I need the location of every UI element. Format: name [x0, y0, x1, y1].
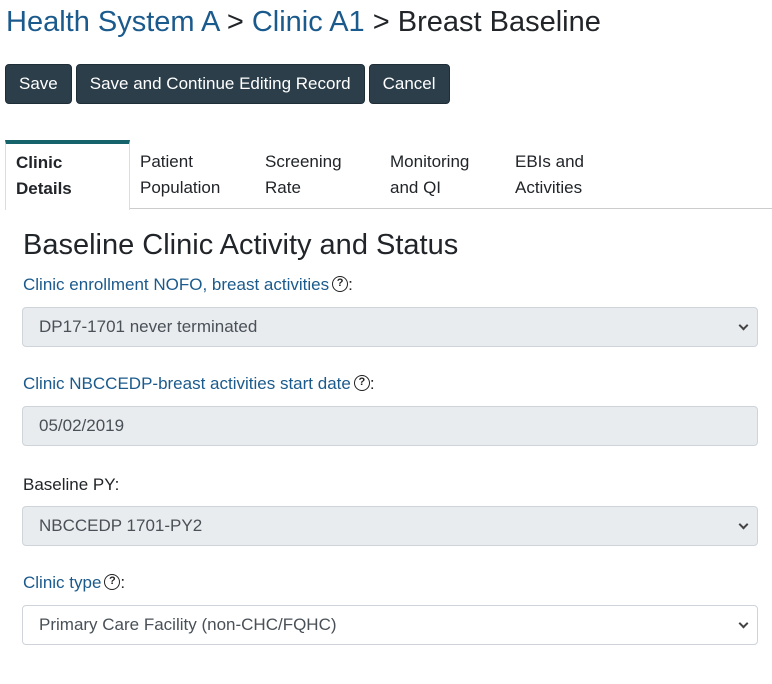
clinic-type-select[interactable]: Primary Care Facility (non-CHC/FQHC)	[22, 605, 758, 645]
tab-label: EBIs and	[515, 152, 584, 171]
toolbar: Save Save and Continue Editing Record Ca…	[5, 64, 450, 104]
cancel-button[interactable]: Cancel	[368, 64, 450, 104]
tab-label: Rate	[265, 178, 301, 197]
tab-label: Population	[140, 178, 221, 197]
tab-clinic-details[interactable]: Clinic Details	[5, 140, 130, 210]
tab-monitoring-qi[interactable]: Monitoring and QI	[380, 140, 505, 208]
page-title: Breast Baseline	[397, 6, 601, 38]
tab-label: and QI	[390, 178, 442, 197]
tab-ebis-activities[interactable]: EBIs and Activities	[505, 140, 630, 208]
save-and-continue-button[interactable]: Save and Continue Editing Record	[75, 64, 365, 104]
label-text: Clinic enrollment NOFO, breast activitie…	[23, 275, 330, 294]
save-button[interactable]: Save	[5, 64, 72, 104]
question-circle-icon[interactable]: ?	[353, 375, 370, 391]
tab-label: Details	[16, 179, 72, 198]
breadcrumb-clinic[interactable]: Clinic A1	[251, 6, 365, 38]
start-date-label: Clinic NBCCEDP-breast activities start d…	[23, 374, 375, 393]
breadcrumb-separator: >	[226, 6, 244, 38]
breadcrumb: Health System A > Clinic A1 > Breast Bas…	[6, 2, 601, 42]
select-value: DP17-1701 never terminated	[39, 317, 258, 336]
chevron-down-icon	[738, 519, 749, 529]
enrollment-nofo-label: Clinic enrollment NOFO, breast activitie…	[23, 275, 353, 294]
select-value: Primary Care Facility (non-CHC/FQHC)	[39, 615, 337, 634]
breadcrumb-separator: >	[372, 6, 390, 38]
section-title: Baseline Clinic Activity and Status	[23, 229, 459, 261]
clinic-type-label: Clinic type?:	[23, 573, 126, 592]
tab-label: Screening	[265, 152, 342, 171]
breadcrumb-health-system[interactable]: Health System A	[6, 6, 219, 38]
chevron-down-icon	[738, 618, 749, 628]
tab-patient-population[interactable]: Patient Population	[130, 140, 255, 208]
tab-label: Patient	[140, 152, 193, 171]
tab-label: Clinic	[16, 153, 63, 172]
tab-label: Monitoring	[390, 152, 470, 171]
select-value: NBCCEDP 1701-PY2	[39, 516, 203, 535]
tab-label: Activities	[515, 178, 583, 197]
baseline-py-label: Baseline PY:	[23, 475, 120, 494]
question-circle-icon[interactable]: ?	[104, 574, 121, 590]
start-date-input[interactable]: 05/02/2019	[22, 406, 758, 446]
tab-screening-rate[interactable]: Screening Rate	[255, 140, 380, 208]
chevron-down-icon	[738, 320, 749, 330]
label-text: Clinic NBCCEDP-breast activities start d…	[23, 374, 351, 393]
input-value: 05/02/2019	[39, 416, 125, 435]
label-text: Clinic type	[23, 573, 102, 592]
enrollment-nofo-select[interactable]: DP17-1701 never terminated	[22, 307, 758, 347]
baseline-py-select[interactable]: NBCCEDP 1701-PY2	[22, 506, 758, 546]
tab-bar: Clinic Details Patient Population Screenin…	[5, 140, 772, 210]
question-circle-icon[interactable]: ?	[332, 276, 349, 292]
